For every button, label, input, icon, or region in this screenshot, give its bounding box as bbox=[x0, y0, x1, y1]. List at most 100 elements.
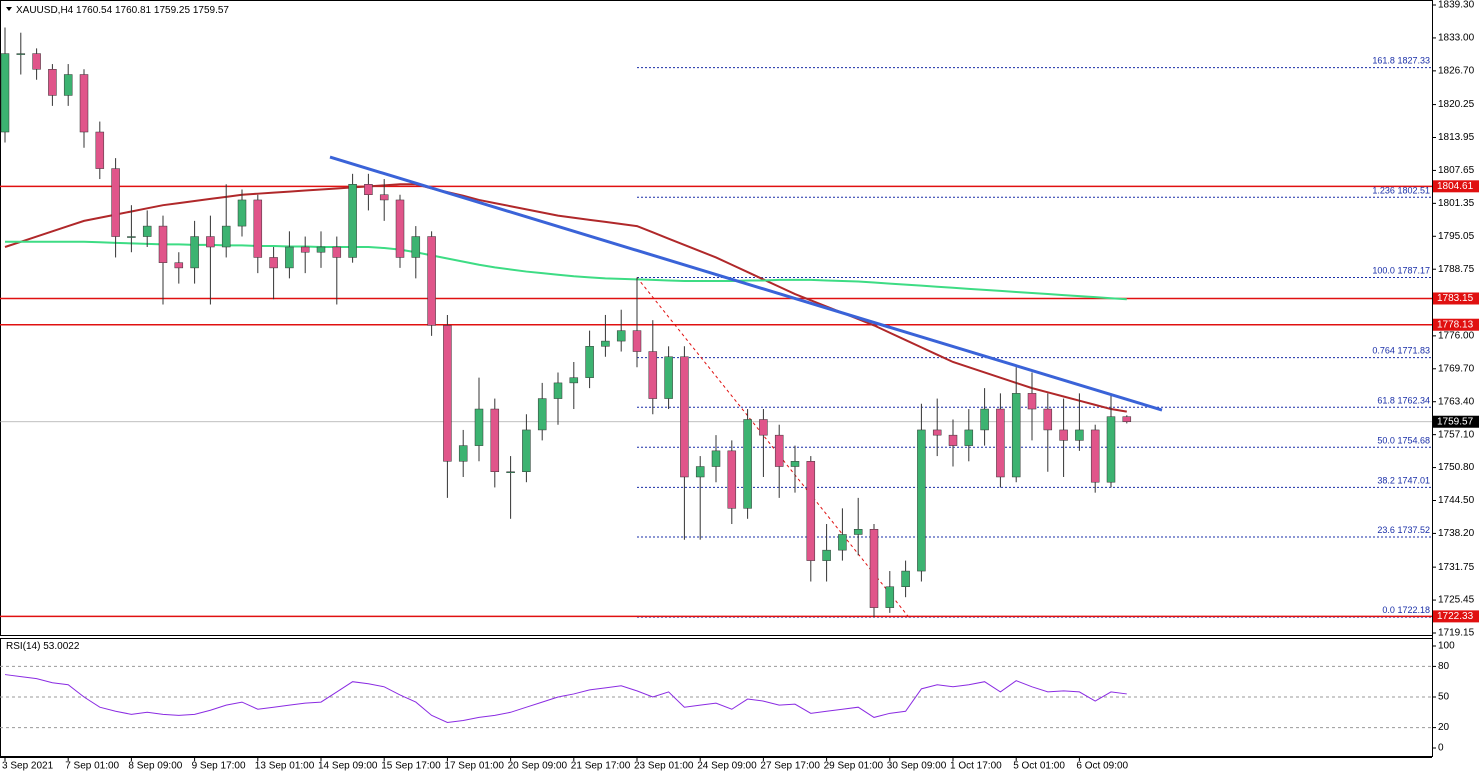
fib-ratio: 23.6 bbox=[1377, 525, 1395, 535]
candle-body bbox=[379, 194, 389, 201]
y-tick-label: 1757.10 bbox=[1438, 429, 1475, 440]
candle-body bbox=[490, 408, 500, 473]
candle-body bbox=[79, 74, 89, 133]
candle-body bbox=[806, 461, 816, 561]
x-tick-label: 27 Sep 17:00 bbox=[760, 761, 820, 772]
price-tag bbox=[1433, 415, 1479, 428]
candle-body bbox=[585, 346, 594, 378]
fib-label: 161.8 1827.33 bbox=[1372, 56, 1430, 66]
candle-body bbox=[537, 398, 547, 431]
x-tick-label: 7 Sep 01:00 bbox=[65, 761, 119, 772]
y-tick-label: 1833.00 bbox=[1438, 33, 1475, 44]
fib-price: 1771.83 bbox=[1397, 346, 1430, 356]
candle-body bbox=[174, 262, 184, 269]
chart-header: XAUUSD,H4 1760.54 1760.81 1759.25 1759.5… bbox=[16, 5, 229, 16]
candle-body bbox=[1059, 429, 1068, 441]
candle-body bbox=[474, 408, 484, 446]
candle-body bbox=[506, 471, 515, 474]
rsi-line bbox=[4, 674, 1127, 724]
fib-price: 1722.18 bbox=[1397, 606, 1430, 616]
fib-price: 1827.33 bbox=[1397, 56, 1430, 66]
fib-ratio: 61.8 bbox=[1377, 396, 1395, 406]
candle-body bbox=[364, 184, 373, 195]
candle-body bbox=[948, 434, 958, 446]
candle-body bbox=[664, 356, 673, 399]
candle-body bbox=[838, 534, 847, 551]
fib-ratio: 50.0 bbox=[1377, 436, 1395, 446]
candle-body bbox=[869, 528, 879, 608]
rsi-value: 53.0022 bbox=[43, 641, 80, 652]
candle-body bbox=[1027, 393, 1037, 410]
candle-body bbox=[680, 356, 689, 478]
candle-body bbox=[1106, 416, 1116, 483]
symbol: XAUUSD,H4 bbox=[16, 5, 74, 16]
fib-label: 23.6 1737.52 bbox=[1377, 525, 1430, 535]
candle-body bbox=[190, 236, 199, 269]
candle-body bbox=[553, 382, 563, 399]
y-tick-label: 1820.25 bbox=[1438, 99, 1475, 110]
candle-body bbox=[980, 408, 989, 431]
fib-price: 1802.51 bbox=[1397, 186, 1430, 196]
candle-body bbox=[1075, 429, 1084, 441]
fib-price: 1747.01 bbox=[1397, 476, 1430, 486]
fib-price: 1754.68 bbox=[1397, 436, 1430, 446]
x-tick-label: 15 Sep 17:00 bbox=[381, 761, 441, 772]
candle-body bbox=[427, 236, 436, 326]
candle-body bbox=[411, 236, 421, 258]
level-tag bbox=[1433, 318, 1479, 331]
candle-body bbox=[822, 549, 831, 561]
candle-body bbox=[964, 429, 974, 446]
candle-body bbox=[111, 168, 120, 237]
candle-body bbox=[142, 225, 152, 237]
candle-body bbox=[395, 199, 405, 258]
x-tick-label: 3 Sep 2021 bbox=[2, 761, 54, 772]
header-close: 1759.57 bbox=[193, 5, 230, 16]
x-tick-label: 29 Sep 01:00 bbox=[824, 761, 884, 772]
candle-body bbox=[569, 377, 579, 384]
candle-body bbox=[601, 340, 610, 347]
y-tick-label: 1813.95 bbox=[1438, 132, 1475, 143]
candle-body bbox=[774, 434, 784, 467]
candle-body bbox=[458, 445, 468, 462]
candle-body bbox=[917, 429, 926, 572]
candle-body bbox=[743, 419, 752, 509]
y-tick-label: 1839.30 bbox=[1438, 0, 1475, 11]
header-open: 1760.54 bbox=[76, 5, 113, 16]
main-panel bbox=[0, 0, 1433, 636]
candle-body bbox=[901, 570, 910, 587]
candle-body bbox=[269, 257, 278, 269]
candle-body bbox=[1090, 429, 1100, 483]
level-tag bbox=[1433, 292, 1479, 305]
candle-body bbox=[332, 246, 342, 258]
fib-label: 50.0 1754.68 bbox=[1377, 436, 1430, 446]
candle-body bbox=[300, 246, 310, 253]
candle-body bbox=[0, 53, 10, 133]
fib-ratio: 0.0 bbox=[1382, 606, 1395, 616]
y-tick-label: 1795.05 bbox=[1438, 231, 1475, 242]
rsi-tick-label: 20 bbox=[1438, 722, 1450, 733]
fib-trend bbox=[636, 277, 910, 618]
rsi-name: RSI(14) bbox=[6, 641, 40, 652]
y-tick-label: 1731.75 bbox=[1438, 562, 1475, 573]
candle-body bbox=[759, 419, 768, 436]
candle-body bbox=[932, 429, 942, 436]
candle-body bbox=[885, 586, 895, 608]
candle-body bbox=[32, 53, 41, 70]
candle-body bbox=[221, 225, 231, 248]
fib-price: 1737.52 bbox=[1397, 525, 1430, 535]
x-tick-label: 17 Sep 01:00 bbox=[444, 761, 504, 772]
x-tick-label: 20 Sep 09:00 bbox=[508, 761, 568, 772]
y-tick-label: 1776.00 bbox=[1438, 330, 1475, 341]
y-tick-label: 1744.50 bbox=[1438, 495, 1475, 506]
level-label: 1804.61 bbox=[1437, 181, 1474, 192]
fib-label: 1.236 1802.51 bbox=[1372, 186, 1430, 196]
x-tick-label: 6 Oct 09:00 bbox=[1076, 761, 1128, 772]
x-tick-label: 21 Sep 17:00 bbox=[571, 761, 631, 772]
y-tick-label: 1719.15 bbox=[1438, 628, 1475, 639]
fib-ratio: 100.0 bbox=[1372, 266, 1395, 276]
menu-arrow bbox=[6, 7, 12, 11]
rsi-tick-label: 100 bbox=[1438, 641, 1455, 652]
candle-body bbox=[996, 408, 1005, 478]
